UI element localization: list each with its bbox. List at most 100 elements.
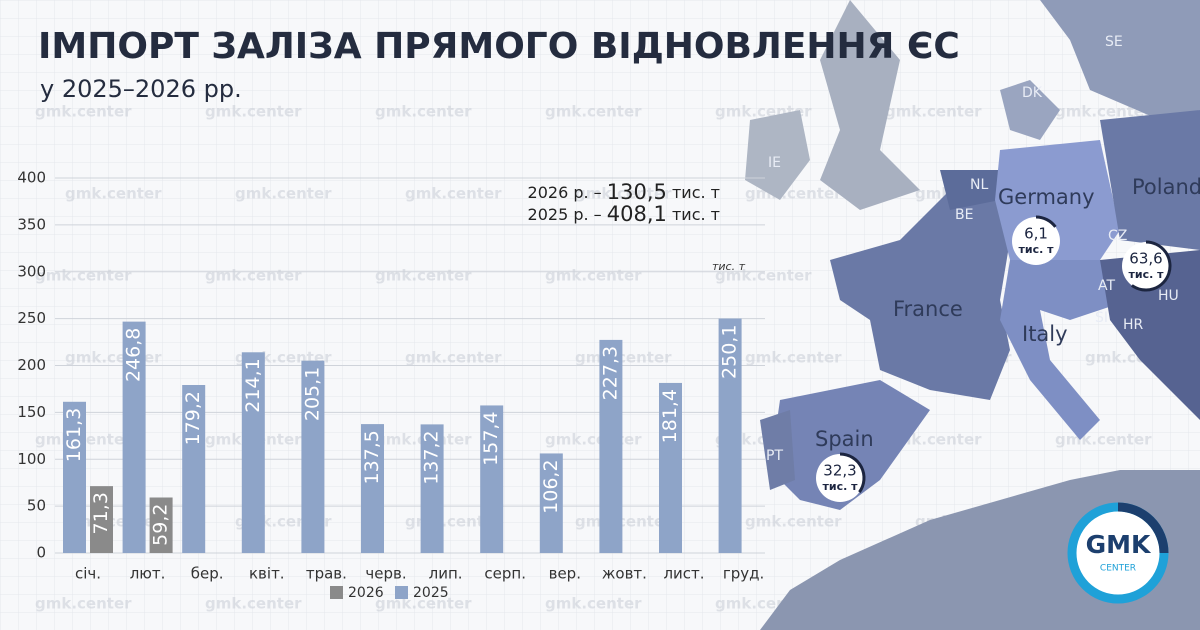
value-label: 161,3 [63, 408, 85, 462]
bar [420, 424, 444, 553]
map-label: DK [1022, 85, 1043, 101]
map-label: CZ [1108, 228, 1127, 244]
callout-ring [839, 452, 866, 493]
bar [539, 453, 563, 553]
total-value: 130,5 [607, 180, 667, 204]
y-tick-label: 100 [17, 450, 46, 468]
watermark: gmk.center [745, 349, 842, 367]
map-label: IE [768, 155, 781, 171]
watermark: gmk.center [1055, 103, 1152, 121]
bar [599, 339, 623, 553]
watermark: gmk.center [375, 267, 472, 285]
x-tick-label: січ. [75, 565, 101, 583]
watermark: gmk.center [575, 513, 672, 531]
x-tick-label: вер. [549, 565, 581, 583]
callout-unit: тис. т [823, 480, 859, 493]
x-tick-label: квіт. [249, 565, 285, 583]
callout-value: 32,3 [823, 462, 856, 480]
y-tick-label: 300 [17, 262, 46, 280]
y-tick-label: 400 [17, 169, 46, 187]
x-tick-label: груд. [723, 565, 764, 583]
callout-ring [1131, 240, 1172, 292]
watermark: gmk.center [205, 103, 302, 121]
watermark: gmk.center [575, 349, 672, 367]
legend: 2026 2025 [330, 585, 449, 601]
value-label: 157,4 [480, 411, 502, 465]
watermark: gmk.center [1055, 431, 1152, 449]
x-tick-label: жовт. [602, 565, 647, 583]
watermark: gmk.center [545, 431, 642, 449]
bar [63, 401, 86, 553]
map-label: Italy [1022, 322, 1068, 346]
value-label: 137,5 [361, 430, 383, 484]
value-label: 227,3 [599, 346, 621, 400]
callout-value: 63,6 [1129, 250, 1162, 268]
watermark: gmk.center [405, 349, 502, 367]
bar [659, 382, 682, 553]
value-label: 246,8 [123, 328, 145, 382]
total-line: 2026 р. – 130,5 тис. т [528, 180, 720, 204]
watermark: gmk.center [205, 267, 302, 285]
map-label: NL [970, 177, 988, 193]
value-label: 205,1 [301, 367, 323, 421]
value-label: 179,2 [182, 391, 204, 445]
bar [241, 352, 265, 553]
value-label: 59,2 [150, 504, 172, 546]
logo: GMK CENTER [1067, 502, 1169, 604]
watermark: gmk.center [405, 185, 502, 203]
map-label: BE [955, 207, 973, 223]
watermark: gmk.center [35, 267, 132, 285]
value-label: 71,3 [90, 492, 112, 534]
callout-value: 6,1 [1024, 225, 1048, 243]
total-unit: тис. т [672, 205, 720, 224]
legend-label: 2026 [348, 585, 384, 601]
x-tick-label: бер. [191, 565, 224, 583]
total-line: 2025 р. – 408,1 тис. т [528, 202, 720, 226]
legend-swatch [330, 586, 343, 599]
map-label: Germany [998, 185, 1095, 209]
watermark: gmk.center [65, 185, 162, 203]
chart-title: ІМПОРТ ЗАЛІЗА ПРЯМОГО ВІДНОВЛЕННЯ ЄС [38, 26, 960, 67]
legend-label: 2025 [413, 585, 449, 601]
y-tick-label: 350 [17, 215, 46, 233]
y-tick-label: 0 [36, 544, 46, 562]
total-value: 408,1 [607, 202, 667, 226]
y-tick-label: 250 [17, 309, 46, 327]
plot: 0 50 100 150 200 250 300 350 400 січ. 161,3 71,3 лют… [17, 169, 765, 583]
bar [122, 321, 146, 553]
map-label: Spain [815, 427, 874, 451]
y-tick-label: 200 [17, 356, 46, 374]
total-unit: тис. т [672, 183, 720, 202]
watermark: gmk.center [545, 103, 642, 121]
y-tick-label: 150 [17, 403, 46, 421]
bar [718, 318, 742, 553]
watermark: gmk.center [65, 349, 162, 367]
watermark: gmk.center [885, 103, 982, 121]
x-tick-label: лист. [663, 565, 704, 583]
watermark: gmk.center [35, 595, 132, 613]
watermark: gmk.center [745, 513, 842, 531]
map-label: SE [1105, 34, 1123, 50]
map-label: France [893, 297, 963, 321]
legend-swatch [395, 586, 408, 599]
watermark: gmk.center [545, 267, 642, 285]
callout-unit: тис. т [1129, 268, 1165, 281]
x-tick-label: черв. [365, 565, 406, 583]
x-tick-label: серп. [484, 565, 526, 583]
watermark: gmk.center [715, 267, 812, 285]
value-label: 181,4 [659, 389, 681, 443]
x-tick-label: лип. [429, 565, 463, 583]
logo-name: GMK [1086, 530, 1152, 559]
watermark: gmk.center [545, 595, 642, 613]
watermark: gmk.center [235, 185, 332, 203]
x-tick-label: лют. [130, 565, 166, 583]
value-label: 106,2 [540, 459, 562, 513]
callout-circle [1122, 242, 1170, 290]
watermark: gmk.center [575, 185, 672, 203]
callout-circle [816, 454, 864, 502]
map-label: PT [766, 448, 783, 464]
value-label: 137,2 [421, 430, 443, 484]
callout-circle [1012, 217, 1060, 265]
